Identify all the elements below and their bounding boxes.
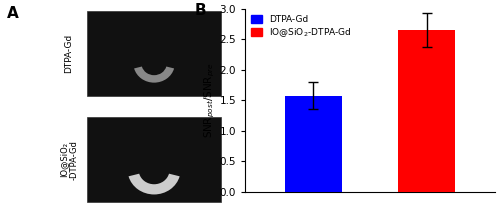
Bar <box>88 117 221 202</box>
Legend: DTPA-Gd, IO@SiO$_2$-DTPA-Gd: DTPA-Gd, IO@SiO$_2$-DTPA-Gd <box>250 13 354 41</box>
Bar <box>88 11 221 96</box>
Bar <box>285 96 342 192</box>
Wedge shape <box>134 66 174 83</box>
Wedge shape <box>128 174 180 194</box>
Y-axis label: SNR$_{post}$/SNR$_{pre}$: SNR$_{post}$/SNR$_{pre}$ <box>202 62 216 138</box>
Text: DTPA-Gd: DTPA-Gd <box>64 34 74 73</box>
Bar <box>398 30 455 192</box>
Text: IO@SiO₂
-DTPA-Gd: IO@SiO₂ -DTPA-Gd <box>59 140 79 180</box>
Text: A: A <box>7 6 18 21</box>
Text: B: B <box>195 3 206 18</box>
